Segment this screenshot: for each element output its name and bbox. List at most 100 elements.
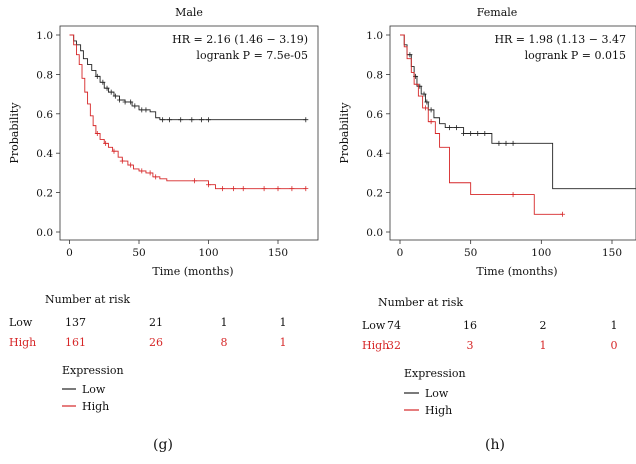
risk-count-high: 1 — [540, 339, 547, 352]
censor-mark-high — [303, 186, 309, 192]
censor-mark-high — [560, 211, 566, 217]
censor-mark-low — [178, 117, 184, 123]
x-tick-label: 50 — [132, 247, 145, 259]
km-panel-female: Female 0.0 0.2 0.4 0.6 0.8 1.0 0 50 100 150 Time (m… — [338, 6, 636, 453]
censor-mark-low — [160, 117, 166, 123]
risk-count-low: 137 — [65, 316, 86, 329]
censor-mark-low — [482, 131, 488, 136]
y-tick-label: 0.6 — [366, 109, 383, 121]
x-tick-label: 150 — [602, 247, 622, 259]
panel-caption: (h) — [485, 437, 505, 453]
censor-mark-low — [132, 103, 138, 109]
censor-mark-low — [108, 89, 114, 95]
x-tick-label: 100 — [198, 247, 218, 259]
y-tick-label: 0.4 — [366, 148, 383, 160]
censor-mark-high — [240, 186, 246, 192]
logrank-annotation: logrank P = 7.5e-05 — [196, 49, 308, 62]
censor-mark-low — [122, 99, 128, 105]
censor-mark-low — [428, 107, 434, 113]
panel-title: Female — [477, 6, 518, 19]
x-tick-label: 100 — [531, 247, 551, 259]
y-tick-label: 0.2 — [366, 188, 383, 200]
risk-count-low: 2 — [540, 319, 547, 332]
censor-mark-high — [128, 162, 134, 168]
hr-annotation: HR = 1.98 (1.13 − 3.47 — [494, 33, 626, 46]
y-tick-label: 0.8 — [36, 69, 53, 81]
x-tick-label: 0 — [66, 247, 73, 259]
censor-mark-low — [189, 117, 195, 123]
legend-label-low: Low — [82, 383, 106, 396]
censor-mark-low — [112, 93, 118, 99]
risk-count-high: 8 — [221, 336, 228, 349]
censor-mark-low — [468, 131, 474, 136]
risk-count-high: 3 — [467, 339, 474, 352]
y-axis-label: Probability — [338, 102, 351, 164]
censor-mark-low — [407, 52, 413, 58]
y-tick-label: 0.0 — [366, 227, 383, 239]
censor-mark-low — [104, 85, 110, 91]
x-tick-label: 150 — [268, 247, 288, 259]
survival-curve-high — [400, 34, 563, 215]
risk-table-title: Number at risk — [378, 296, 463, 309]
panel-caption: (g) — [153, 437, 173, 453]
legend-label-high: High — [82, 400, 109, 413]
censor-mark-high — [139, 168, 145, 174]
censor-mark-low — [303, 117, 309, 123]
hr-annotation: HR = 2.16 (1.46 − 3.19) — [172, 33, 308, 46]
censor-mark-low — [446, 125, 452, 131]
risk-row-label-high: High — [362, 339, 389, 352]
y-tick-label: 0.2 — [36, 188, 53, 200]
censor-mark-high — [428, 119, 434, 125]
censor-mark-high — [103, 140, 109, 146]
x-axis-label: Time (months) — [476, 265, 557, 278]
censor-mark-low — [475, 131, 481, 136]
risk-count-low: 1 — [280, 316, 287, 329]
plot-frame — [389, 25, 636, 241]
censor-mark-high — [147, 170, 153, 176]
risk-count-low: 21 — [149, 316, 163, 329]
risk-row-label-high: High — [9, 336, 36, 349]
legend-title: Expression — [62, 364, 124, 377]
censor-mark-low — [503, 140, 509, 146]
censor-mark-high — [275, 186, 281, 192]
censor-mark-high — [192, 178, 198, 184]
y-tick-label: 0.6 — [36, 109, 53, 121]
censor-mark-high — [111, 148, 117, 154]
risk-table-title: Number at risk — [45, 293, 130, 306]
risk-count-low: 74 — [387, 319, 401, 332]
y-tick-label: 0.0 — [36, 227, 53, 239]
y-axis-label: Probability — [8, 102, 21, 164]
censor-mark-low — [117, 97, 123, 103]
risk-count-high: 1 — [280, 336, 287, 349]
risk-count-high: 0 — [611, 339, 618, 352]
logrank-annotation: logrank P = 0.015 — [525, 49, 626, 62]
y-tick-label: 0.8 — [366, 69, 383, 81]
censor-mark-low — [421, 91, 427, 97]
censor-mark-low — [94, 73, 100, 79]
censor-mark-low — [128, 99, 134, 105]
censor-mark-low — [199, 117, 205, 123]
censor-mark-high — [206, 182, 211, 188]
risk-count-low: 1 — [611, 319, 618, 332]
censor-mark-low — [424, 99, 430, 105]
y-tick-label: 0.4 — [36, 148, 53, 160]
plot-frame — [59, 25, 319, 241]
censor-mark-low — [139, 107, 145, 113]
km-panel-male: Male 0.0 0.2 0.4 0.6 0.8 1.0 0 50 100 150 Time (mon… — [8, 6, 319, 453]
censor-mark-high — [219, 186, 225, 192]
legend-label-low: Low — [425, 387, 449, 400]
y-tick-label: 1.0 — [366, 30, 383, 42]
x-tick-label: 0 — [397, 247, 404, 259]
survival-curve-low — [69, 34, 306, 121]
risk-count-low: 16 — [463, 319, 477, 332]
censor-mark-low — [100, 79, 106, 85]
censor-mark-high — [510, 192, 516, 198]
censor-mark-low — [510, 140, 516, 146]
risk-count-low: 1 — [221, 316, 228, 329]
risk-row-label-low: Low — [9, 316, 33, 329]
censor-mark-low — [461, 131, 467, 136]
censor-mark-high — [289, 186, 295, 192]
censor-mark-high — [422, 105, 428, 111]
y-tick-label: 1.0 — [36, 30, 53, 42]
